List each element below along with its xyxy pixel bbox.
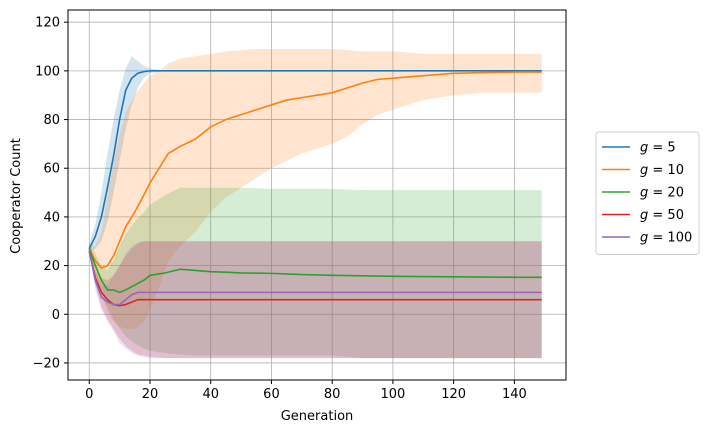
legend-label-g-100: g = 100 [640, 231, 692, 246]
legend-box [595, 131, 700, 255]
y-tick-label: 40 [43, 210, 60, 225]
band-g-20 [89, 187, 542, 359]
x-tick-label: 0 [85, 387, 93, 402]
line-g-20 [88, 248, 542, 294]
axes-frame [67, 9, 567, 381]
x-tick-label: 40 [202, 387, 219, 402]
y-tick-label: 60 [43, 162, 60, 177]
y-tick-label: 20 [43, 259, 60, 274]
line-g-50 [88, 250, 542, 307]
x-tick-label: 120 [441, 387, 466, 402]
y-axis-label: Cooperator Count [9, 138, 24, 254]
x-tick-label: 20 [142, 387, 159, 402]
legend-label-g-20: g = 20 [640, 186, 684, 201]
x-axis-label: Generation [281, 409, 354, 424]
x-tick-label: 140 [502, 387, 527, 402]
legend: g = 5 g = 10 g = 20 g = 50 g = 100 [595, 131, 700, 255]
line-g-5 [88, 70, 542, 249]
legend-label-g-50: g = 50 [640, 208, 684, 223]
y-tick-label: 80 [43, 113, 60, 128]
y-tick-label: −20 [33, 356, 60, 371]
line-g-10 [88, 71, 542, 269]
line-g-100 [88, 250, 542, 306]
plot-area: 0 20 40 60 80 100 120 140 −20 0 20 40 60 80 100 120 [33, 9, 567, 402]
legend-label-g-5: g = 5 [640, 141, 676, 156]
x-tick-label: 60 [263, 387, 280, 402]
y-tick-label: 120 [35, 16, 60, 31]
band-g-10 [89, 48, 542, 329]
x-tick-label: 100 [381, 387, 406, 402]
y-tick-label: 100 [35, 64, 60, 79]
series-lines [88, 70, 542, 307]
legend-label-g-10: g = 10 [640, 163, 684, 178]
x-tick-label: 80 [324, 387, 341, 402]
y-tick-label: 0 [52, 308, 60, 323]
